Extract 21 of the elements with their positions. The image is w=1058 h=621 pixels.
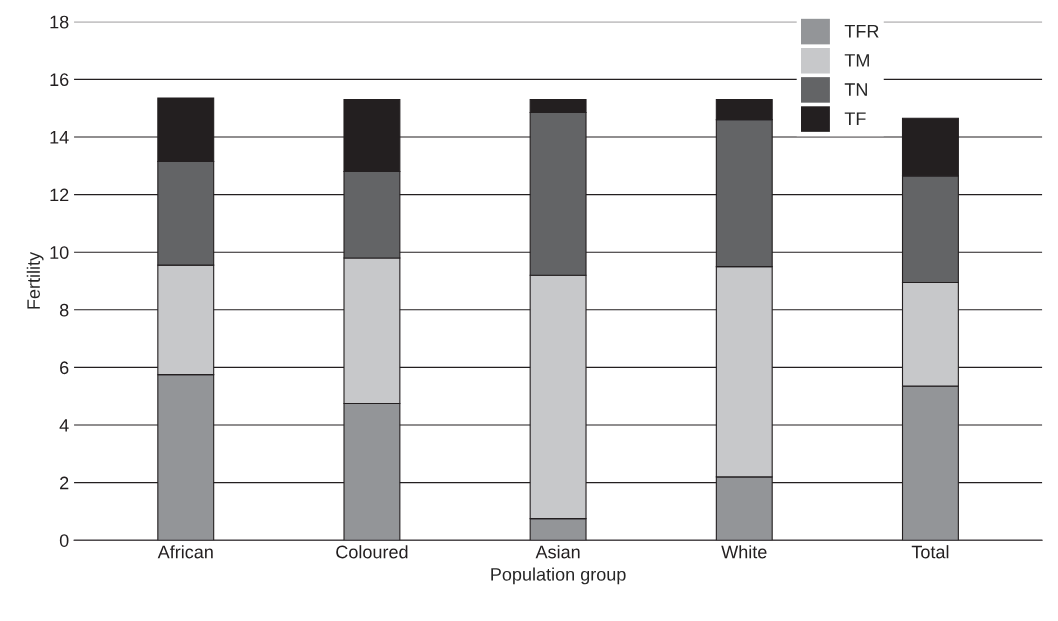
x-tick-label: Coloured xyxy=(336,545,408,559)
x-tick-label: Total xyxy=(911,545,949,559)
y-tick-label: 8 xyxy=(59,303,69,317)
x-axis-title: Population group xyxy=(491,567,626,585)
y-axis-title: Fertility xyxy=(26,251,44,309)
y-tick-label: 18 xyxy=(50,15,69,29)
legend-label: TFR xyxy=(844,24,879,38)
y-tick-label: 4 xyxy=(59,419,69,432)
legend-label: TN xyxy=(844,83,867,96)
y-tick-label: 12 xyxy=(50,188,69,202)
y-tick-label: 0 xyxy=(59,534,69,547)
y-tick-label: 2 xyxy=(60,476,69,490)
x-tick-label: Asian xyxy=(535,545,580,559)
y-tick-label: 10 xyxy=(50,246,69,259)
legend-label: TF xyxy=(844,112,866,125)
y-tick-label: 14 xyxy=(50,131,69,144)
x-tick-label: White xyxy=(721,545,767,559)
y-tick-label: 6 xyxy=(60,361,69,375)
legend-label: TM xyxy=(844,54,869,67)
y-tick-label: 16 xyxy=(50,73,69,87)
x-tick-label: African xyxy=(157,545,213,559)
